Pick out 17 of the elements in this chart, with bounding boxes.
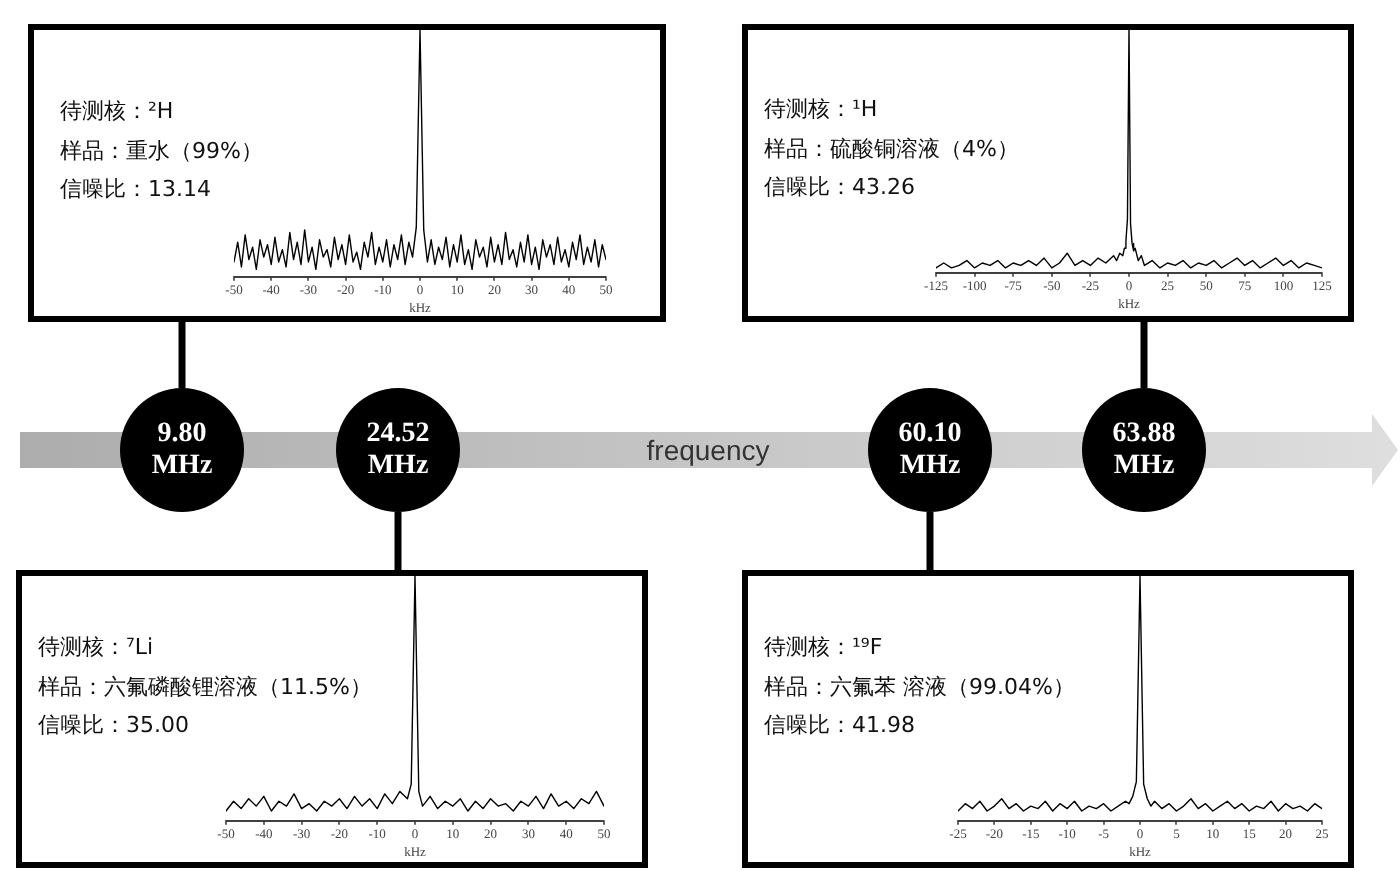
- annotation: 样品：硫酸铜溶液（4%）: [764, 135, 1019, 163]
- category-label: 24.52 MHz: [366, 419, 430, 482]
- text: frequency: [646, 433, 770, 466]
- text: 待测核：⁷Li: [38, 634, 154, 662]
- annotation: 样品：六氟磷酸锂溶液（11.5%）: [38, 673, 372, 701]
- text: 信噪比：41.98: [764, 712, 915, 740]
- text: 信噪比：35.00: [38, 712, 189, 740]
- text: 待测核：¹H: [764, 96, 878, 124]
- text: 信噪比：13.14: [60, 176, 211, 204]
- category-label: 60.10 MHz: [898, 419, 962, 482]
- text: 待测核：¹⁹F: [764, 634, 883, 662]
- category-label: 63.88 MHz: [1112, 419, 1176, 482]
- text: 待测核：²H: [60, 98, 174, 126]
- annotation: 样品：六氟苯 溶液（99.04%）: [764, 673, 1075, 701]
- text: 信噪比：43.26: [764, 174, 915, 202]
- annotation: 样品：重水（99%）: [60, 137, 263, 165]
- category-label: 9.80 MHz: [151, 419, 213, 482]
